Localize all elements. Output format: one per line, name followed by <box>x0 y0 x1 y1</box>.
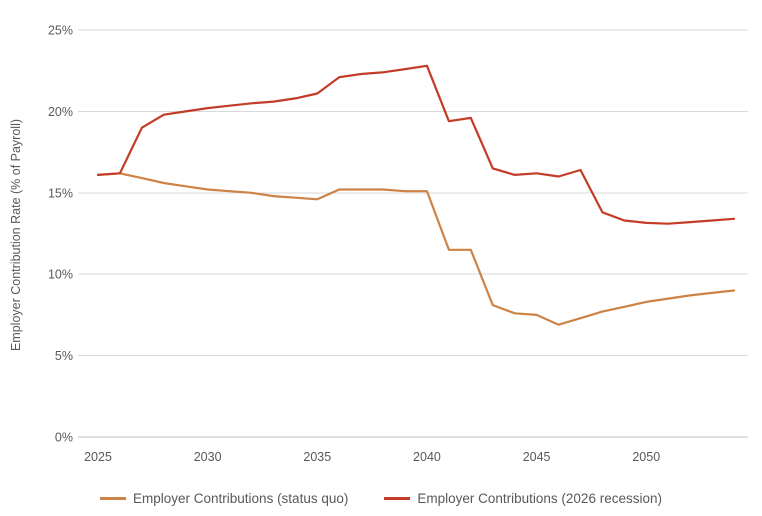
legend-label-status-quo: Employer Contributions (status quo) <box>133 491 349 506</box>
series-line-2026-recession <box>96 64 736 225</box>
y-axis-title: Employer Contribution Rate (% of Payroll… <box>9 118 23 352</box>
x-tick-label: 2040 <box>413 450 441 464</box>
legend-swatch-2026-recession <box>384 497 411 500</box>
y-tick-label: 0% <box>55 431 73 445</box>
x-tick-label: 2030 <box>194 450 222 464</box>
legend-item-status-quo: Employer Contributions (status quo) <box>100 491 348 506</box>
legend-swatch-status-quo <box>100 497 126 500</box>
y-tick-label: 20% <box>48 105 73 119</box>
x-tick-label: 2025 <box>84 450 112 464</box>
legend: Employer Contributions (status quo) Empl… <box>0 491 762 506</box>
y-tick-label: 15% <box>48 186 73 200</box>
legend-item-2026-recession: Employer Contributions (2026 recession) <box>384 491 662 506</box>
y-tick-label: 10% <box>48 268 73 282</box>
x-tick-label: 2045 <box>523 450 551 464</box>
x-tick-label: 2050 <box>632 450 660 464</box>
y-tick-label: 25% <box>48 24 73 38</box>
legend-label-2026-recession: Employer Contributions (2026 recession) <box>417 491 662 506</box>
y-tick-label: 5% <box>55 349 73 363</box>
series-line-status-quo <box>96 172 736 326</box>
x-tick-label: 2035 <box>303 450 331 464</box>
